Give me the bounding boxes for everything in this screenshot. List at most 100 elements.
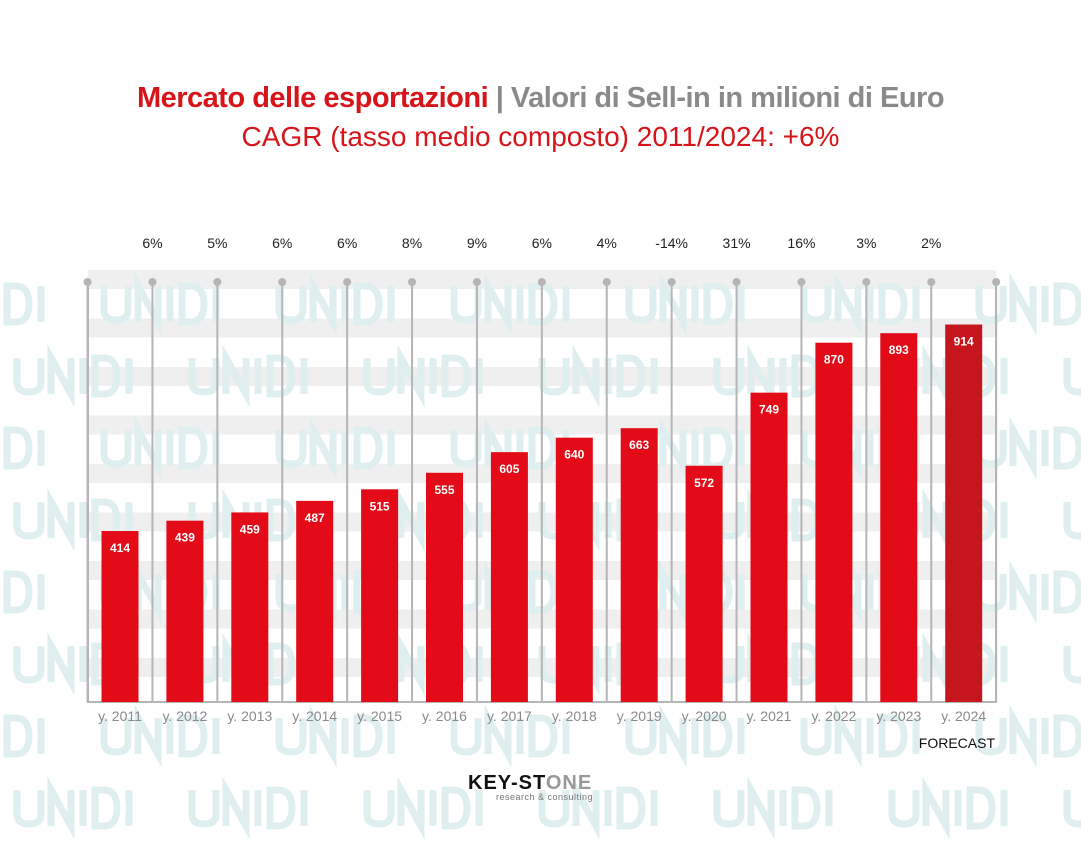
- logo-tagline: research & consulting: [496, 792, 594, 802]
- growth-label: 31%: [723, 235, 751, 251]
- growth-label: 16%: [787, 235, 815, 251]
- x-tick-label: y. 2017: [487, 708, 532, 724]
- growth-dot: [278, 278, 287, 286]
- x-tick-label: y. 2023: [876, 708, 921, 724]
- growth-dot: [343, 278, 352, 286]
- watermark: [1067, 502, 1081, 538]
- watermark: [717, 790, 829, 826]
- bar: [685, 465, 723, 702]
- watermark: [279, 286, 391, 322]
- growth-label: -14%: [655, 235, 688, 251]
- x-tick-label: y. 2016: [422, 708, 467, 724]
- watermark: [979, 286, 1081, 322]
- title-main: Mercato delle esportazioni: [136, 82, 489, 114]
- x-tick-label: y. 2021: [747, 708, 792, 724]
- growth-label: 8%: [402, 235, 422, 251]
- bar-value-label: 487: [305, 511, 325, 525]
- logo-name-dark: KEY-ST: [468, 772, 546, 794]
- growth-dot: [148, 278, 157, 286]
- growth-dot: [213, 278, 222, 286]
- growth-dot: [992, 278, 1001, 286]
- watermark: [0, 718, 41, 754]
- x-tick-label: y. 2011: [98, 708, 142, 724]
- bar-value-label: 515: [370, 499, 390, 513]
- watermark: [104, 430, 216, 466]
- x-tick-label: y. 2014: [292, 708, 337, 724]
- bar: [880, 333, 918, 702]
- growth-label: 4%: [597, 235, 617, 251]
- bar-value-label: 414: [110, 541, 130, 555]
- logo-name-light: ONE: [545, 772, 593, 794]
- growth-dot: [732, 278, 741, 286]
- watermark: [1067, 358, 1081, 394]
- bar-value-label: 640: [564, 448, 584, 462]
- growth-label: 5%: [207, 235, 227, 251]
- growth-dot: [862, 278, 871, 286]
- watermark: [279, 430, 391, 466]
- watermark: [0, 430, 41, 466]
- watermark: [192, 790, 304, 826]
- growth-label: 6%: [337, 235, 357, 251]
- bar-value-label: 749: [759, 403, 779, 417]
- watermark: [1067, 646, 1081, 682]
- watermark: [892, 790, 1004, 826]
- growth-dot: [537, 278, 546, 286]
- bar: [361, 489, 399, 702]
- growth-label: 6%: [532, 235, 552, 251]
- bar: [555, 437, 593, 702]
- watermark: [1067, 790, 1081, 826]
- x-tick-label: y. 2018: [552, 708, 597, 724]
- watermark: [454, 286, 566, 322]
- watermark: [979, 430, 1081, 466]
- growth-label: 6%: [272, 235, 292, 251]
- title-secondary: | Valori di Sell-in in milioni di Euro: [495, 82, 945, 114]
- bar-value-label: 870: [824, 353, 844, 367]
- chart-subtitle: CAGR (tasso medio composto) 2011/2024: +…: [241, 121, 840, 152]
- growth-label: 2%: [921, 235, 941, 251]
- x-tick-label: y. 2013: [227, 708, 272, 724]
- bar-value-label: 914: [954, 335, 974, 349]
- bar-value-label: 439: [175, 531, 195, 545]
- growth-dot: [797, 278, 806, 286]
- bar: [166, 520, 204, 702]
- watermark: [804, 286, 916, 322]
- watermark: [0, 574, 41, 610]
- chart-title: Mercato delle esportazioni | Valori di S…: [0, 82, 1081, 115]
- bar: [231, 512, 269, 702]
- growth-dot: [83, 278, 92, 286]
- growth-label: 9%: [467, 235, 487, 251]
- x-tick-label: y. 2012: [162, 708, 207, 724]
- watermark: [17, 790, 129, 826]
- growth-dot: [927, 278, 936, 286]
- growth-label: 6%: [142, 235, 162, 251]
- bar: [750, 392, 788, 702]
- bar: [945, 324, 983, 702]
- bar-value-label: 572: [694, 476, 714, 490]
- bar-value-label: 893: [889, 343, 909, 357]
- bar-value-label: 459: [240, 522, 260, 536]
- x-tick-label: y. 2024: [941, 708, 986, 724]
- bar-value-label: 605: [499, 462, 519, 476]
- bar: [490, 452, 528, 702]
- watermark: [0, 286, 41, 322]
- bar: [101, 531, 139, 702]
- bar: [296, 500, 334, 702]
- bar: [815, 342, 853, 702]
- growth-dot: [667, 278, 676, 286]
- keystone-logo: KEY-STONE research & consulting: [468, 772, 594, 802]
- watermark: [367, 790, 479, 826]
- watermark: [104, 286, 216, 322]
- forecast-label: FORECAST: [919, 735, 996, 751]
- growth-dot: [472, 278, 481, 286]
- watermark: [629, 286, 741, 322]
- x-tick-label: y. 2020: [682, 708, 727, 724]
- bar-value-label: 663: [629, 438, 649, 452]
- x-tick-label: y. 2019: [617, 708, 662, 724]
- growth-dot: [408, 278, 417, 286]
- x-tick-label: y. 2022: [811, 708, 856, 724]
- bar: [426, 472, 463, 702]
- growth-label: 3%: [856, 235, 876, 251]
- growth-dot: [602, 278, 611, 286]
